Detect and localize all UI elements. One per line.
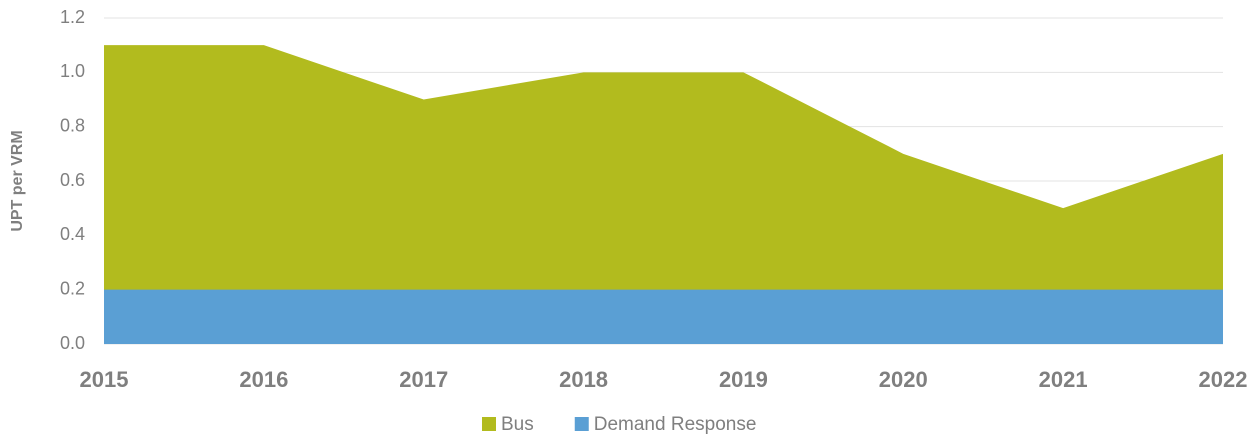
- y-tick-label: 1.0: [60, 61, 85, 81]
- y-tick-label: 0.8: [60, 115, 85, 135]
- area: [104, 289, 1223, 344]
- area: [104, 45, 1223, 345]
- x-tick-label: 2017: [399, 367, 448, 392]
- y-tick-label: 0.4: [60, 224, 85, 244]
- legend-swatch: [574, 417, 589, 431]
- x-tick-label: 2018: [559, 367, 608, 392]
- x-tick-label: 2019: [719, 367, 768, 392]
- x-tick-label: 2016: [239, 367, 288, 392]
- x-tick-label: 2015: [80, 367, 129, 392]
- y-tick-label: 0.0: [60, 333, 85, 353]
- x-tick-label: 2020: [879, 367, 928, 392]
- y-tick-label: 1.2: [60, 7, 85, 27]
- y-tick-label: 0.2: [60, 278, 85, 298]
- x-tick-label: 2022: [1199, 367, 1248, 392]
- y-tick-label: 0.6: [60, 170, 85, 190]
- legend-swatch: [482, 417, 496, 431]
- legend-label: Bus: [501, 414, 534, 435]
- legend-label: Demand Response: [594, 414, 757, 435]
- x-tick-label: 2021: [1039, 367, 1088, 392]
- y-axis-label: UPT per VRM: [9, 130, 26, 231]
